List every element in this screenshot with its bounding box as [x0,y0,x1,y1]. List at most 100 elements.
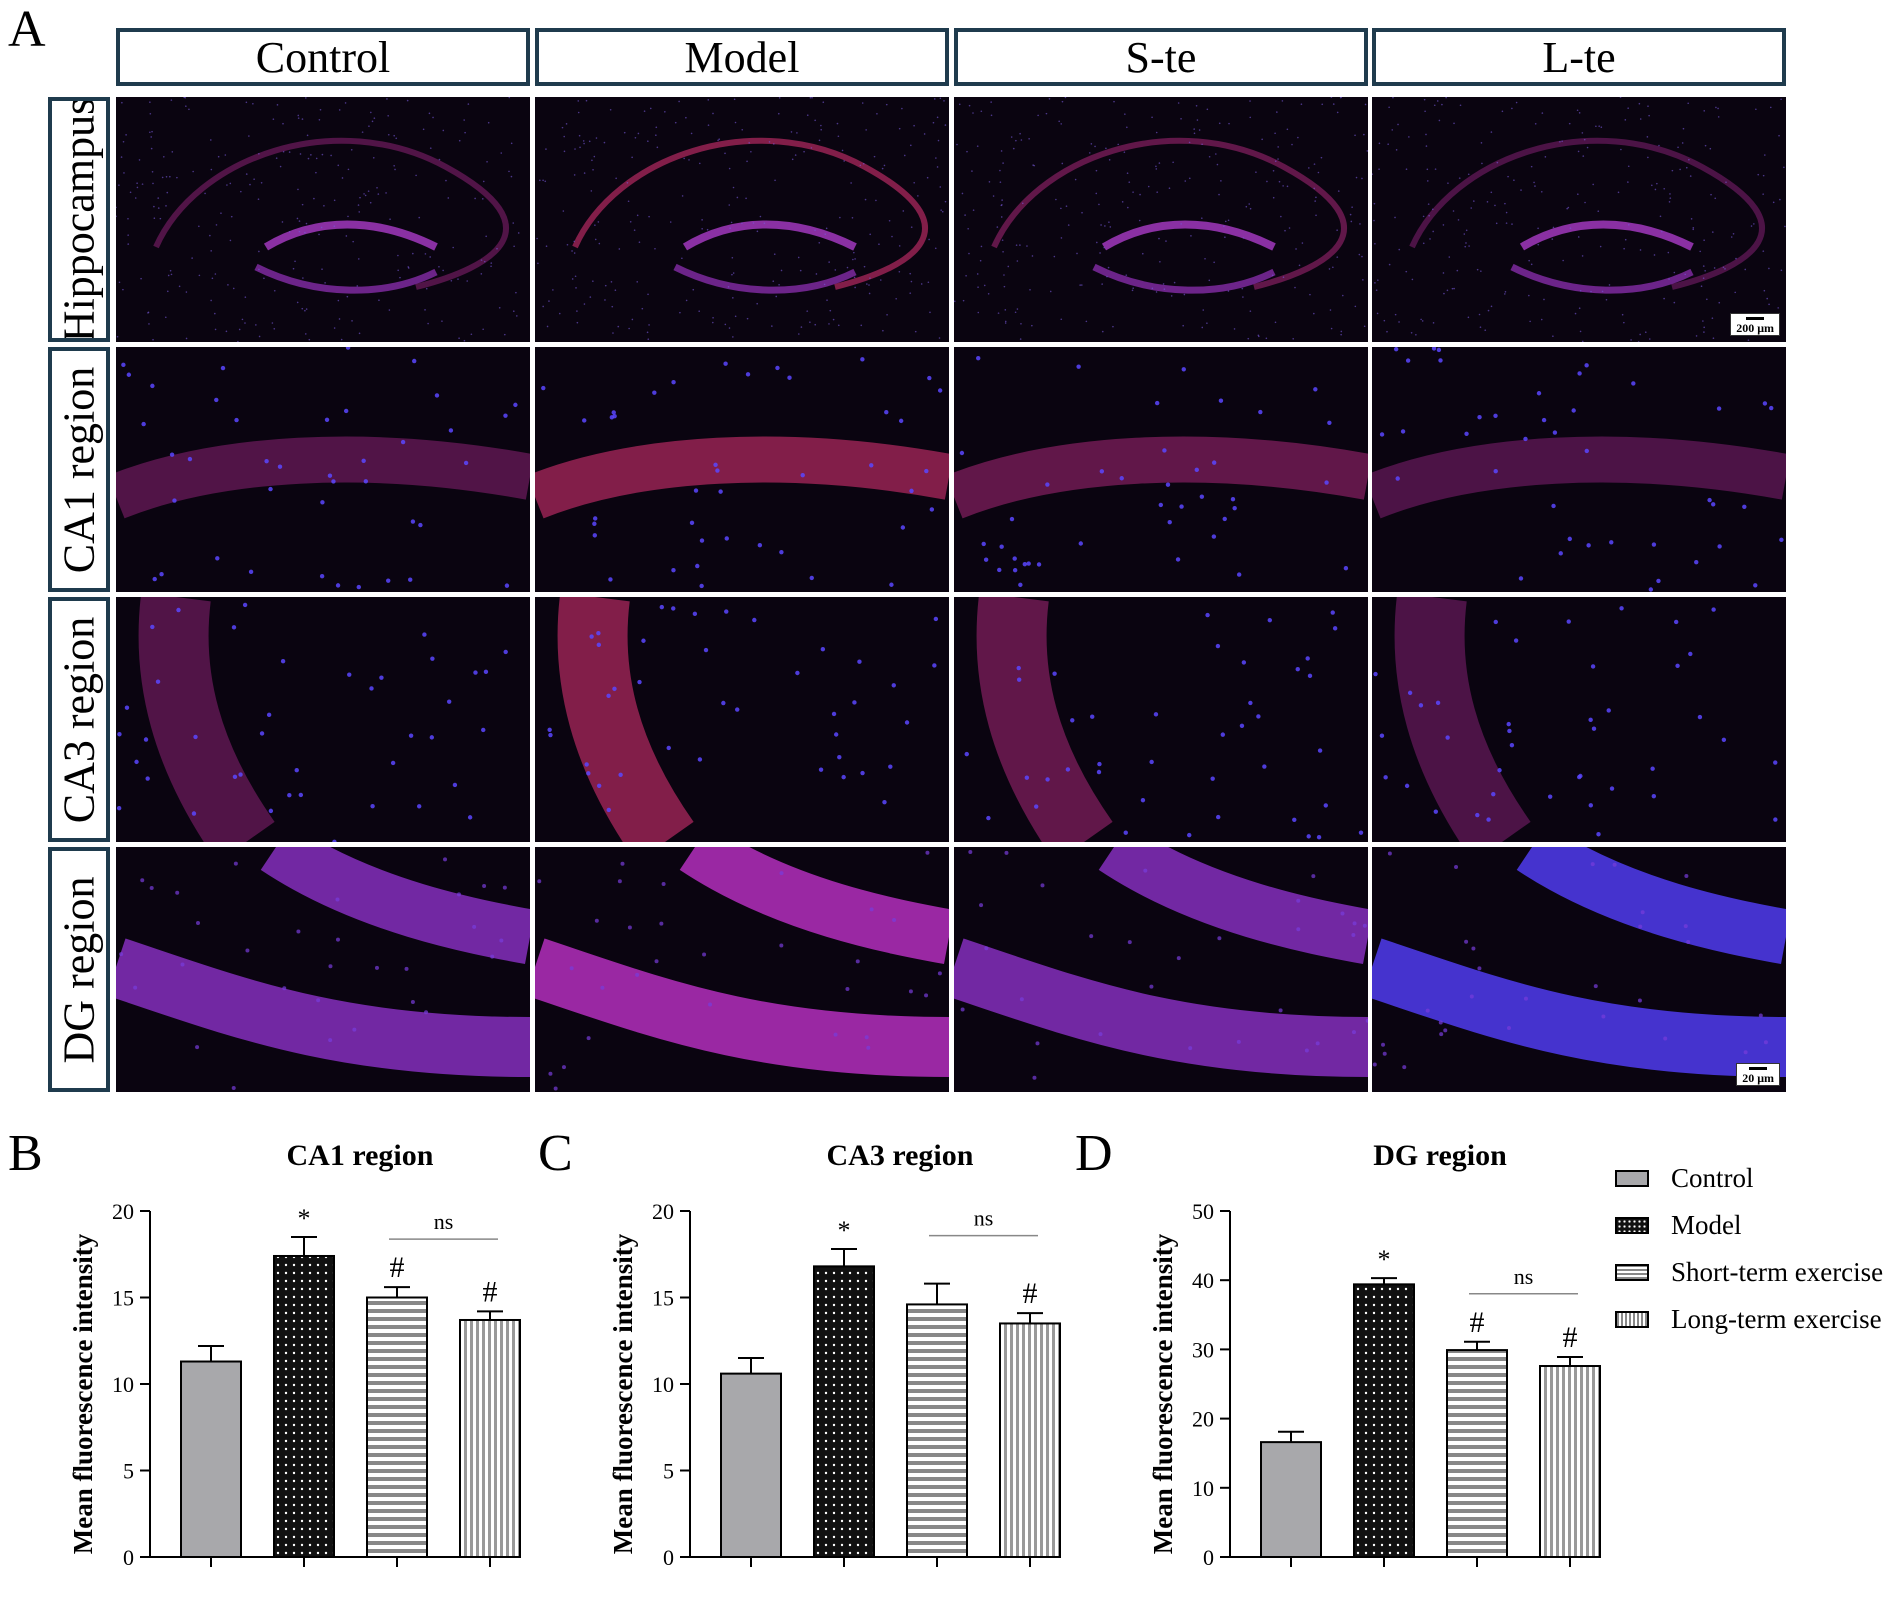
legend-label-short-term: Short-term exercise [1671,1257,1884,1287]
panel-letter-a: A [8,1,46,58]
chart-title: DG region [1373,1139,1507,1172]
legend-label-control: Control [1671,1163,1754,1193]
chart-ca3-svg: CA3 region Mean fluorescence intensity 0 5 1… [608,1139,1061,1570]
significance-marker: * [298,1204,311,1233]
micrograph-image [954,847,1368,1080]
micrograph-image [535,847,949,1091]
significance-marker: # [1023,1277,1038,1310]
panel-letter-d: D [1075,1125,1113,1182]
micrograph-dg-model [535,847,949,1092]
micrograph-ca3-control [116,597,530,842]
legend-swatch-model [1615,1217,1649,1234]
y-tick-label: 40 [1192,1268,1214,1293]
micrograph-dg-control [116,847,530,1092]
legend-label-long-term: Long-term exercise [1671,1304,1882,1334]
scale-bar: 200 μm [1730,313,1780,336]
legend-swatch-long-term [1615,1311,1649,1328]
micrograph-hippocampus-control [116,97,530,342]
legend-item-model: Model [1615,1202,1883,1249]
chart-ca1-svg: CA1 region Mean fluorescence intensity 0 5 1… [68,1139,521,1570]
column-header-model: Model [535,28,949,86]
micrograph-image [535,357,949,589]
micrograph-ca1-control [116,347,530,592]
y-axis-label: Mean fluorescence intensity [68,1233,98,1554]
y-tick-label: 10 [1192,1476,1214,1501]
row-header-dg: DG region [48,847,110,1092]
micrograph-ca1-l-te [1372,347,1786,592]
significance-marker: # [1563,1321,1578,1354]
y-tick-label: 10 [652,1372,674,1397]
chart-title: CA1 region [287,1139,434,1172]
bar-1 [1353,1283,1415,1559]
micrograph-image [116,847,530,1091]
comparison-label: ns [434,1209,454,1234]
micrograph-image [964,597,1364,842]
micrograph-image [116,97,520,342]
bar-0 [180,1360,242,1558]
micrograph-hippocampus-l-te: 200 μm [1372,97,1786,342]
micrograph-ca3-s-te [954,597,1368,842]
significance-marker: # [483,1275,498,1308]
micrograph-image [1372,347,1786,592]
y-axis-label: Mean fluorescence intensity [608,1233,638,1554]
bar-2 [1446,1349,1508,1558]
micrograph-image [954,355,1368,588]
micrograph-image [1372,847,1786,1077]
y-axis-label: Mean fluorescence intensity [1148,1233,1178,1554]
panel-letter-b: B [8,1125,43,1182]
micrograph-image [547,597,939,842]
bar-0 [1260,1441,1322,1558]
significance-marker: * [838,1216,851,1245]
row-header-hippocampus-label: Hippocampus [54,97,104,342]
micrograph-hippocampus-model [535,97,949,342]
row-header-ca3-label: CA3 region [54,616,104,823]
y-tick-label: 0 [123,1545,134,1570]
scale-bar: 20 μm [1736,1063,1780,1086]
legend-item-control: Control [1615,1155,1883,1202]
y-tick-label: 0 [1203,1545,1214,1570]
legend-item-short-term: Short-term exercise [1615,1249,1883,1296]
micrograph-image [536,97,947,340]
column-header-l-te: L-te [1372,28,1786,86]
micrograph-hippocampus-s-te [954,97,1368,342]
chart-ca3: CA3 region Mean fluorescence intensity 0 5 1… [590,1125,1110,1592]
micrograph-ca1-s-te [954,347,1368,592]
chart-ca1: CA1 region Mean fluorescence intensity 0 5 1… [50,1125,570,1592]
y-tick-label: 15 [652,1286,674,1311]
bar-1 [813,1265,875,1559]
column-header-s-te: S-te [954,28,1368,86]
micrograph-image [1372,97,1786,342]
micrograph-image [116,597,508,842]
row-header-ca3: CA3 region [48,597,110,842]
comparison-label: ns [1514,1264,1534,1289]
legend-label-model: Model [1671,1210,1742,1240]
column-header-control: Control [116,28,530,86]
y-tick-label: 20 [112,1199,134,1224]
micrograph-image [116,347,530,590]
row-header-hippocampus: Hippocampus [48,97,110,342]
comparison-label: ns [974,1206,994,1231]
bar-3 [999,1322,1061,1558]
y-tick-label: 50 [1192,1199,1214,1224]
micrograph-image [1373,597,1778,842]
y-tick-label: 20 [652,1199,674,1224]
micrograph-image [954,97,1368,340]
row-header-dg-label: DG region [54,876,104,1063]
y-tick-label: 0 [663,1545,674,1570]
y-tick-label: 5 [663,1459,674,1484]
legend-item-long-term: Long-term exercise [1615,1296,1883,1343]
y-tick-label: 15 [112,1286,134,1311]
bar-2 [366,1296,428,1558]
micrograph-ca3-model [535,597,949,842]
legend-swatch-short-term [1615,1264,1649,1281]
y-tick-label: 5 [123,1459,134,1484]
bar-1 [273,1254,335,1558]
significance-marker: # [1470,1306,1485,1339]
row-header-ca1: CA1 region [48,347,110,592]
chart-dg-svg: DG region Mean fluorescence intensity 0 10 2… [1148,1139,1601,1570]
micrograph-dg-l-te: 20 μm [1372,847,1786,1092]
row-header-ca1-label: CA1 region [54,366,104,573]
bar-0 [720,1372,782,1558]
panel-letter-c: C [538,1125,573,1182]
y-tick-label: 20 [1192,1407,1214,1432]
